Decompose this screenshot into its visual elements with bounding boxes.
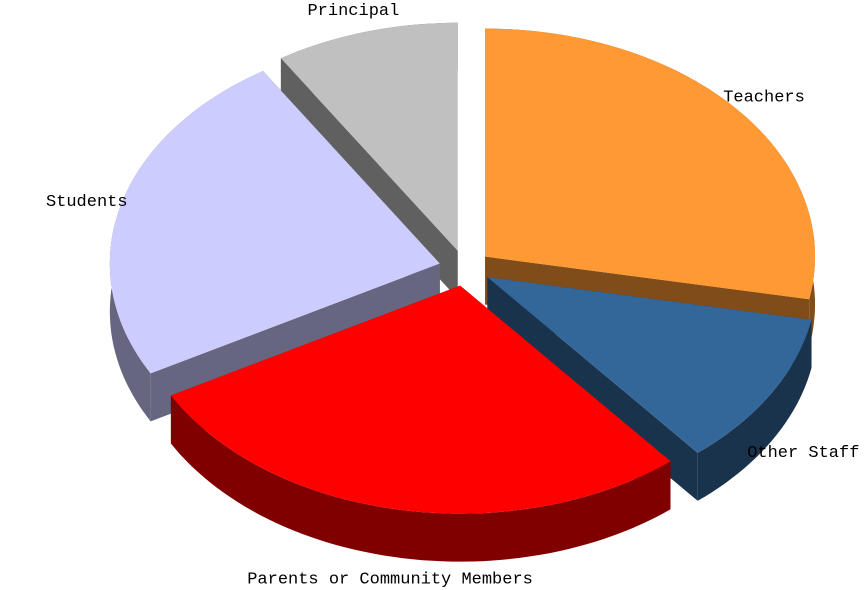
slice-label: Other Staff — [747, 444, 859, 463]
slice-label: Parents or Community Members — [247, 571, 533, 590]
slice-outer-side — [697, 319, 812, 501]
pie-slice — [487, 277, 812, 453]
slice-outer-side — [170, 395, 671, 562]
pie-slice — [109, 71, 440, 374]
pie-slice — [485, 28, 815, 300]
pie-slice — [170, 285, 671, 514]
slice-label: Principal — [307, 2, 399, 21]
slice-label: Teachers — [723, 89, 805, 108]
slice-label: Students — [46, 193, 128, 212]
slice-tops — [109, 22, 815, 514]
pie-slice — [280, 22, 458, 251]
